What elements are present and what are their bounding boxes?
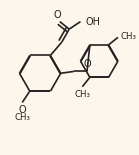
Text: O: O (18, 105, 26, 115)
Text: CH₃: CH₃ (14, 113, 30, 122)
Text: OH: OH (85, 17, 100, 27)
Text: O: O (83, 59, 91, 69)
Text: CH₃: CH₃ (121, 32, 137, 41)
Text: CH₃: CH₃ (74, 90, 90, 99)
Text: O: O (53, 10, 61, 20)
